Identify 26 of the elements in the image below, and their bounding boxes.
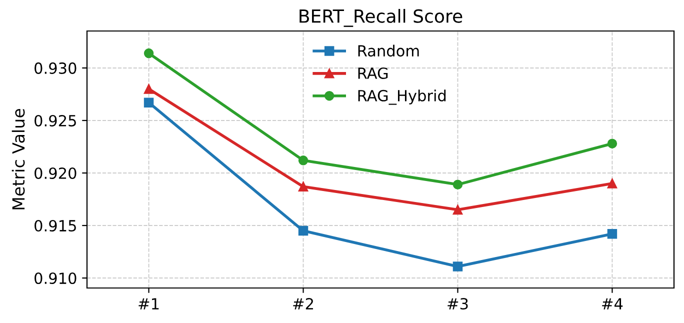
point	[298, 226, 308, 236]
y-tick-label: 0.915	[34, 220, 76, 232]
y-tick-label: 0.920	[34, 167, 76, 180]
point	[452, 204, 463, 215]
legend-label: Random	[358, 44, 419, 57]
legend-label: RAG_Hybrid	[358, 90, 446, 105]
point	[452, 262, 463, 272]
y-tick-label: 0.925	[34, 114, 76, 127]
y-axis-title: Metric Value	[12, 108, 25, 210]
point	[607, 229, 618, 239]
x-tick-label: #1	[138, 298, 159, 310]
x-tick-label: #3	[448, 298, 468, 310]
x-tick-label: #2	[293, 298, 313, 310]
point	[607, 178, 618, 188]
point	[144, 98, 154, 108]
point	[144, 48, 154, 58]
chart-title: BERT_Recall Score	[300, 8, 462, 27]
legend-label: RAG	[358, 67, 388, 79]
x-tick-label: #4	[602, 298, 623, 310]
point	[298, 182, 308, 192]
point	[298, 156, 308, 166]
point	[607, 138, 618, 148]
point	[144, 84, 154, 94]
point	[452, 180, 463, 190]
y-tick-label: 0.910	[34, 272, 76, 284]
y-tick-label: 0.930	[34, 62, 76, 74]
